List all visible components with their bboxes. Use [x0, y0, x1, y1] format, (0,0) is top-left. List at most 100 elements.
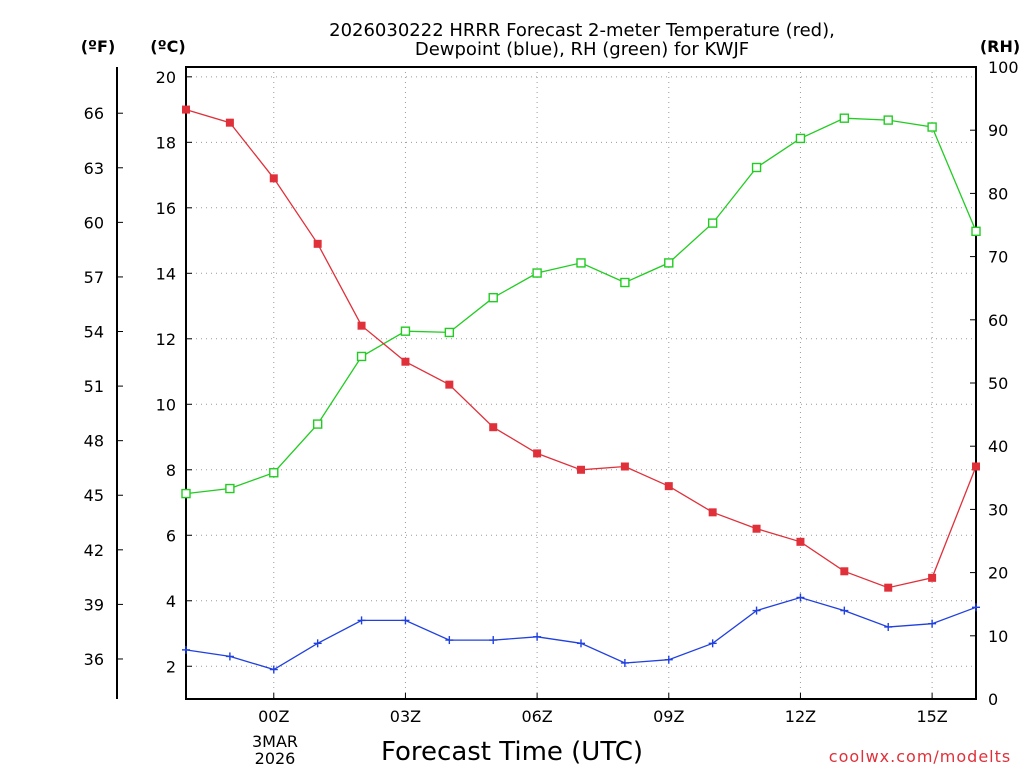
celsius-tick-label: 20 — [156, 68, 176, 87]
x-tick-label: 03Z — [390, 707, 421, 726]
temperature-point — [708, 508, 717, 517]
rh-tick-label: 50 — [988, 374, 1008, 393]
dewpoint-point — [664, 655, 673, 664]
rh-tick-label: 30 — [988, 500, 1008, 519]
dewpoint-line — [185, 596, 977, 671]
tick-labels: 36 39 42 45 48 51 54 57 60 63 66 2 4 6 8 10 12 14 16 18 20 0 1… — [84, 58, 1019, 726]
rh-point — [488, 292, 498, 303]
rh-tick-label: 20 — [988, 564, 1008, 583]
temperature-point — [884, 583, 893, 592]
rh-point — [181, 488, 191, 499]
rh-point — [707, 218, 718, 228]
credit-text: coolwx.com/modelts — [829, 747, 1011, 766]
rh-tick-label: 80 — [988, 184, 1008, 203]
celsius-tick-label: 16 — [156, 199, 176, 218]
temperature-point — [972, 462, 980, 471]
temperature-point — [269, 174, 278, 183]
dewpoint-point — [269, 665, 278, 674]
temperature-point — [840, 567, 849, 576]
dewpoint-point — [401, 616, 410, 625]
data-series — [181, 105, 981, 674]
rh-tick-label: 0 — [988, 690, 998, 709]
dewpoint-point — [489, 636, 498, 645]
fahrenheit-tick-label: 45 — [84, 486, 104, 505]
fahrenheit-tick-label: 42 — [84, 541, 104, 560]
rh-point — [269, 468, 279, 478]
rh-point — [576, 258, 586, 268]
fahrenheit-tick-label: 63 — [84, 159, 104, 178]
rh-point — [312, 419, 323, 429]
rh-point — [883, 115, 893, 125]
temperature-point — [620, 462, 629, 471]
chart-title-line1: 2026030222 HRRR Forecast 2-meter Tempera… — [329, 20, 835, 41]
dewpoint-point — [752, 606, 761, 615]
dewpoint-point — [225, 652, 234, 661]
celsius-tick-label: 18 — [156, 133, 176, 152]
temperature-point — [664, 482, 673, 491]
rh-point — [839, 113, 850, 123]
fahrenheit-tick-label: 39 — [84, 595, 104, 614]
celsius-tick-label: 8 — [166, 461, 176, 480]
temperature-point — [313, 239, 322, 248]
axes — [116, 66, 977, 700]
rh-line — [185, 117, 977, 495]
date-label-year: 2026 — [255, 749, 296, 768]
temperature-point — [401, 357, 410, 366]
celsius-tick-label: 4 — [166, 592, 176, 611]
dewpoint-point — [313, 639, 322, 648]
rh-point — [532, 268, 542, 278]
rh-point — [400, 326, 411, 336]
rh-point — [620, 277, 630, 288]
celsius-tick-label: 12 — [156, 330, 176, 349]
dewpoint-point — [357, 616, 366, 625]
x-tick-label: 12Z — [785, 707, 816, 726]
dewpoint-point — [884, 622, 893, 631]
fahrenheit-unit-label: (ºF) — [81, 37, 116, 56]
dewpoint-point — [840, 606, 849, 615]
x-tick-label: 09Z — [653, 707, 684, 726]
rh-point — [444, 327, 455, 338]
fahrenheit-tick-label: 48 — [84, 432, 104, 451]
dewpoint-point — [577, 639, 585, 648]
rh-unit-label: (RH) — [980, 37, 1020, 56]
fahrenheit-tick-label: 66 — [84, 104, 104, 123]
x-tick-label: 15Z — [916, 707, 947, 726]
rh-tick-label: 100 — [988, 58, 1019, 77]
rh-point — [225, 483, 235, 494]
fahrenheit-tick-label: 54 — [84, 323, 104, 342]
celsius-tick-label: 10 — [156, 395, 176, 414]
dewpoint-point — [796, 593, 805, 602]
temperature-point — [577, 465, 585, 474]
rh-tick-label: 90 — [988, 121, 1008, 140]
temperature-point — [357, 321, 366, 330]
plot-frame — [185, 66, 977, 700]
rh-point — [356, 351, 367, 362]
fahrenheit-tick-label: 36 — [84, 650, 104, 669]
temperature-point — [182, 105, 190, 114]
date-label-month: 3MAR — [252, 732, 298, 751]
rh-tick-label: 10 — [988, 627, 1008, 646]
temperature-point — [445, 380, 454, 389]
temperature-line — [185, 108, 977, 589]
celsius-tick-label: 14 — [156, 264, 176, 283]
dewpoint-point — [972, 603, 980, 612]
fahrenheit-tick-label: 57 — [84, 268, 104, 287]
rh-point — [664, 258, 674, 268]
dewpoint-point — [533, 632, 542, 641]
dewpoint-point — [445, 636, 454, 645]
rh-point — [971, 226, 981, 237]
temperature-point — [752, 524, 761, 533]
rh-tick-label: 70 — [988, 248, 1008, 267]
dewpoint-point — [928, 619, 937, 628]
dewpoint-point — [182, 645, 190, 654]
dewpoint-point — [708, 639, 717, 648]
celsius-unit-label: (ºC) — [150, 37, 185, 56]
x-tick-label: 00Z — [258, 707, 289, 726]
temperature-point — [225, 118, 234, 127]
chart-title-line2: Dewpoint (blue), RH (green) for KWJF — [415, 39, 749, 60]
temperature-point — [533, 449, 542, 458]
fahrenheit-tick-label: 60 — [84, 213, 104, 232]
temperature-point — [796, 537, 805, 546]
celsius-tick-label: 2 — [166, 657, 176, 676]
